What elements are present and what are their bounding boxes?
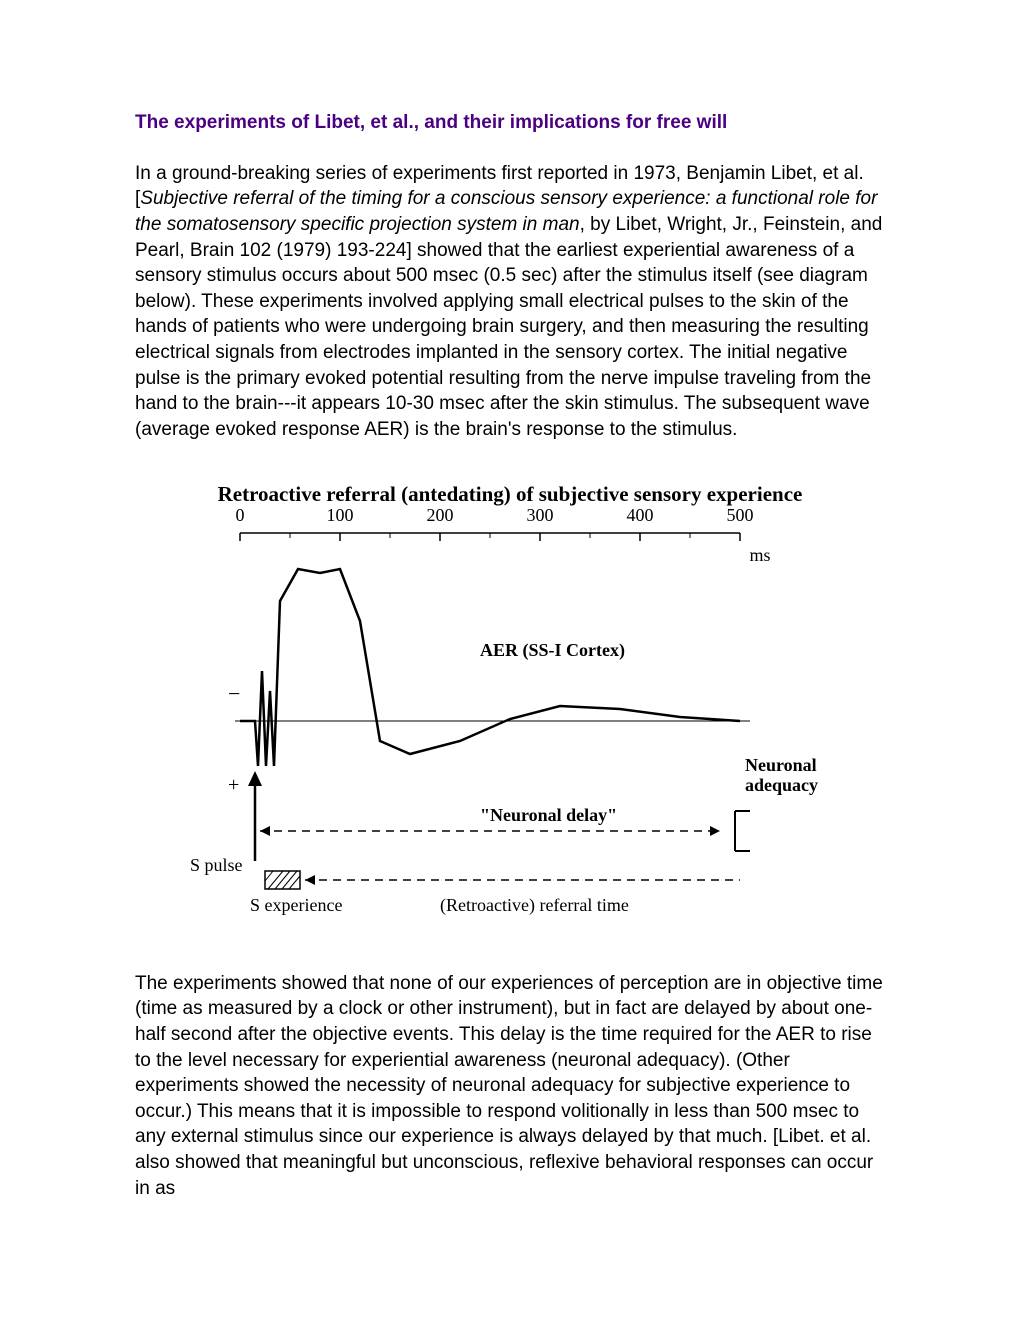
aer-waveform bbox=[240, 569, 740, 766]
neuronal-adequacy-label-1: Neuronal bbox=[745, 755, 817, 775]
paragraph-2: The experiments showed that none of our … bbox=[135, 971, 885, 1202]
time-axis: 0 100 200 300 400 500 bbox=[236, 505, 754, 525]
page-title: The experiments of Libet, et al., and th… bbox=[135, 110, 885, 137]
figure-title: Retroactive referral (antedating) of sub… bbox=[218, 482, 803, 506]
svg-text:300: 300 bbox=[527, 505, 554, 525]
para1-text-b: , by Libet, Wright, Jr., Feinstein, and … bbox=[135, 214, 882, 440]
axis-unit: ms bbox=[749, 545, 770, 565]
neuronal-adequacy-label-2: adequacy bbox=[745, 775, 818, 795]
s-experience-box bbox=[265, 871, 300, 889]
paragraph-1: In a ground-breaking series of experimen… bbox=[135, 161, 885, 443]
plus-sign: + bbox=[228, 774, 239, 796]
retroactive-arrow bbox=[305, 875, 740, 885]
svg-text:500: 500 bbox=[727, 505, 754, 525]
s-experience-label: S experience bbox=[250, 895, 342, 915]
svg-text:400: 400 bbox=[627, 505, 654, 525]
s-pulse-arrow bbox=[248, 771, 262, 861]
svg-text:200: 200 bbox=[427, 505, 454, 525]
minus-sign: − bbox=[228, 681, 240, 706]
svg-text:100: 100 bbox=[327, 505, 354, 525]
aer-label: AER (SS-I Cortex) bbox=[480, 640, 625, 661]
retroactive-label: (Retroactive) referral time bbox=[440, 895, 629, 916]
figure-container: Retroactive referral (antedating) of sub… bbox=[135, 471, 885, 941]
svg-text:0: 0 bbox=[236, 505, 245, 525]
s-pulse-label: S pulse bbox=[190, 855, 243, 875]
libet-diagram: Retroactive referral (antedating) of sub… bbox=[180, 471, 840, 941]
neuronal-delay-label: "Neuronal delay" bbox=[480, 805, 617, 825]
